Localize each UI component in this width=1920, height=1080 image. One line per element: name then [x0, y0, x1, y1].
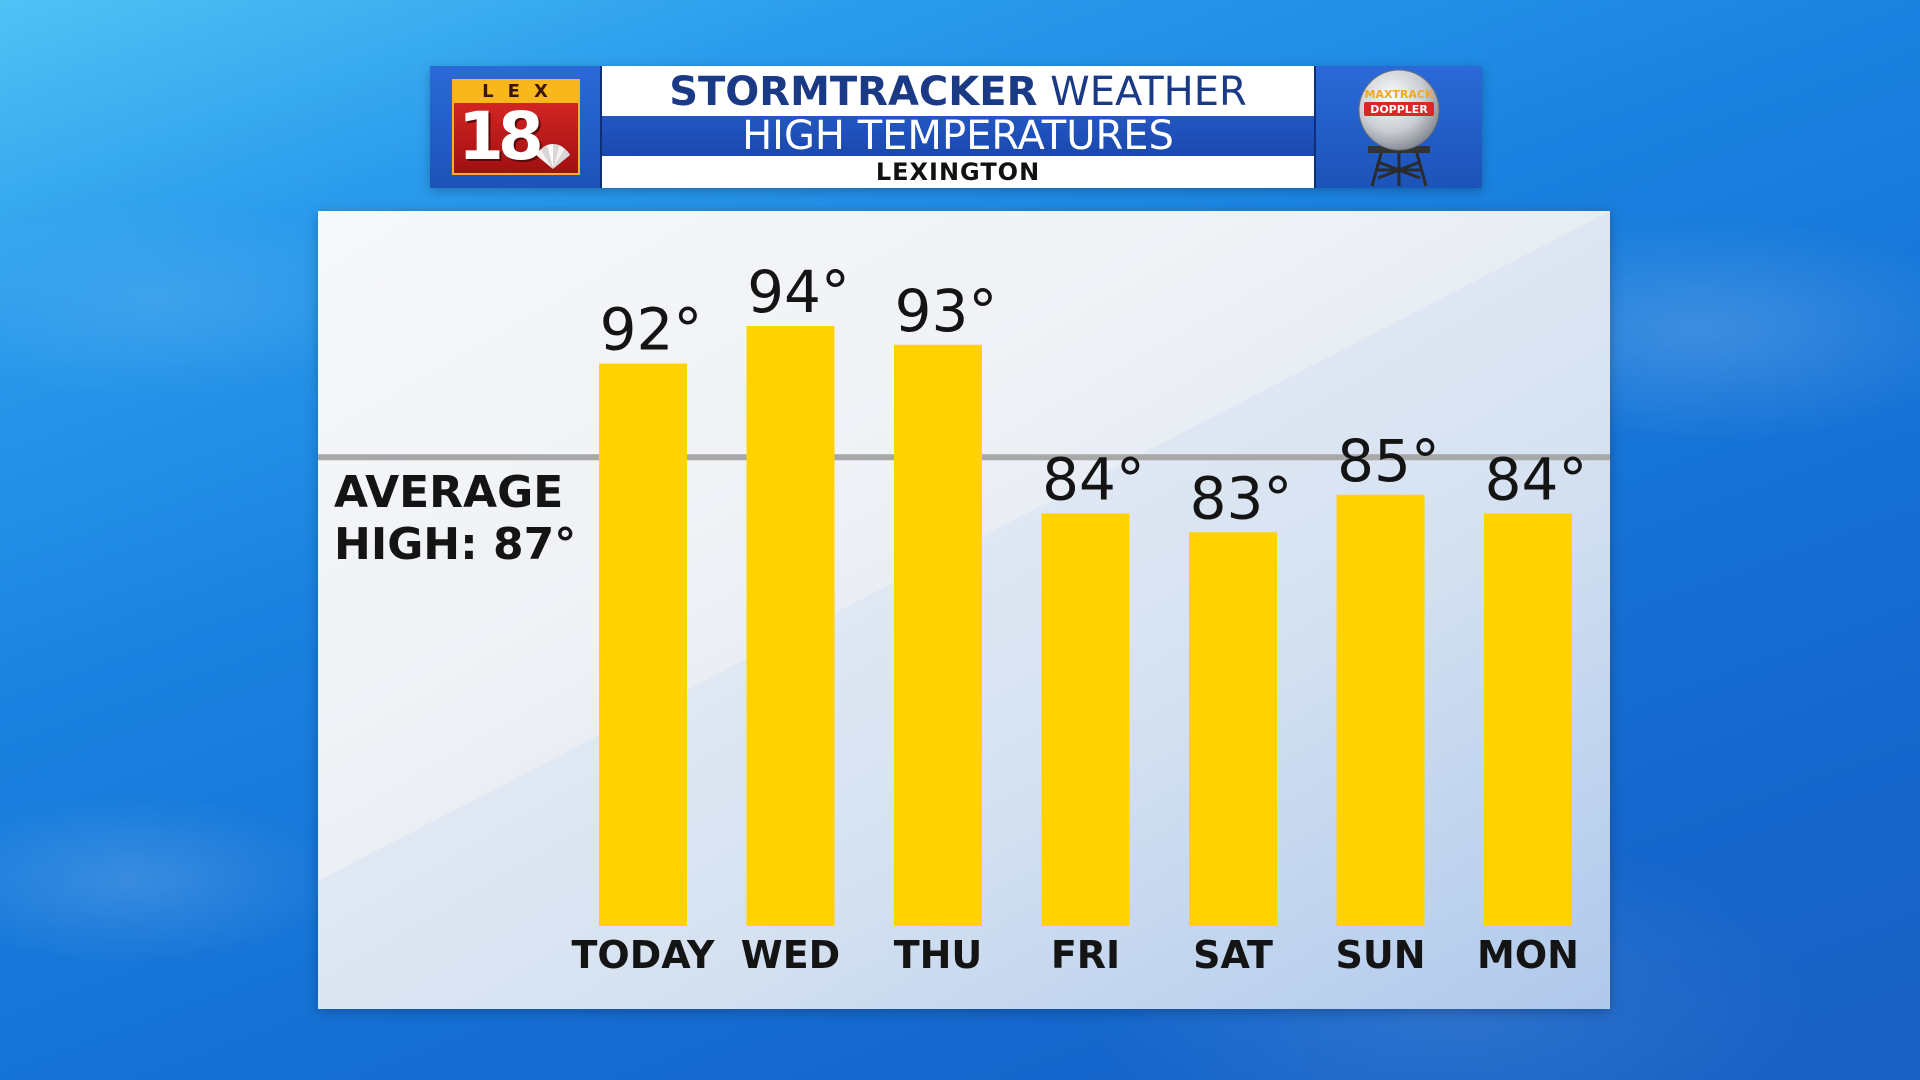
chart-panel: 92° TODAY 94° WED 93° THU 84° FRI 83° SAT 85° SUN 84…	[318, 211, 1610, 1009]
doppler-text-bottom: DOPPLER	[1370, 103, 1428, 116]
bar-fri	[1041, 513, 1130, 926]
day-label-mon: MON	[1477, 933, 1579, 977]
day-label-sun: SUN	[1335, 933, 1425, 977]
title-header: LEX 18 STORMTRACKER WEATHER HIGH TEMPERA…	[430, 66, 1482, 188]
title-bold-text: STORMTRACKER	[669, 69, 1038, 115]
title-block: STORMTRACKER WEATHER HIGH TEMPERATURES L…	[602, 66, 1314, 188]
day-label-thu: THU	[894, 933, 983, 977]
title-regular-text: WEATHER	[1050, 69, 1247, 115]
chart-subtitle: HIGH TEMPERATURES	[602, 116, 1314, 156]
lex18-logo-plate: LEX 18	[452, 79, 580, 175]
value-label-wed: 94°	[747, 258, 850, 326]
logo-lex-text: LEX	[454, 81, 578, 103]
day-label-wed: WED	[741, 933, 840, 977]
value-label-sat: 83°	[1190, 464, 1293, 532]
average-high-label: AVERAGE HIGH: 87°	[334, 467, 614, 571]
radar-tower-icon: MAXTRACK DOPPLER	[1358, 69, 1440, 187]
average-label-line2: HIGH: 87°	[334, 519, 577, 570]
value-label-mon: 84°	[1485, 446, 1588, 514]
value-label-sun: 85°	[1337, 427, 1440, 495]
value-label-today: 92°	[600, 296, 703, 364]
location-label: LEXINGTON	[875, 158, 1041, 186]
bar-thu	[894, 344, 982, 926]
nbc-peacock-icon	[536, 143, 570, 169]
day-label-sat: SAT	[1193, 933, 1273, 977]
value-label-fri: 84°	[1042, 446, 1145, 514]
station-logo: LEX 18	[430, 66, 602, 188]
logo-number: 18	[458, 98, 544, 175]
title-stormtracker-weather: STORMTRACKER WEATHER	[602, 70, 1314, 114]
day-label-today: TODAY	[571, 933, 715, 977]
temperature-bar-chart: 92° TODAY 94° WED 93° THU 84° FRI 83° SAT 85° SUN 84…	[318, 211, 1610, 1009]
bar-sun	[1336, 494, 1425, 926]
value-label-thu: 93°	[895, 277, 998, 345]
bar-wed	[746, 326, 835, 926]
average-label-line1: AVERAGE	[334, 467, 564, 518]
doppler-text-top: MAXTRACK	[1364, 88, 1434, 101]
bar-sat	[1189, 532, 1277, 926]
bar-today	[599, 363, 687, 926]
doppler-radar-logo: MAXTRACK DOPPLER	[1314, 66, 1482, 188]
bar-mon	[1484, 513, 1572, 926]
day-label-fri: FRI	[1051, 933, 1120, 977]
